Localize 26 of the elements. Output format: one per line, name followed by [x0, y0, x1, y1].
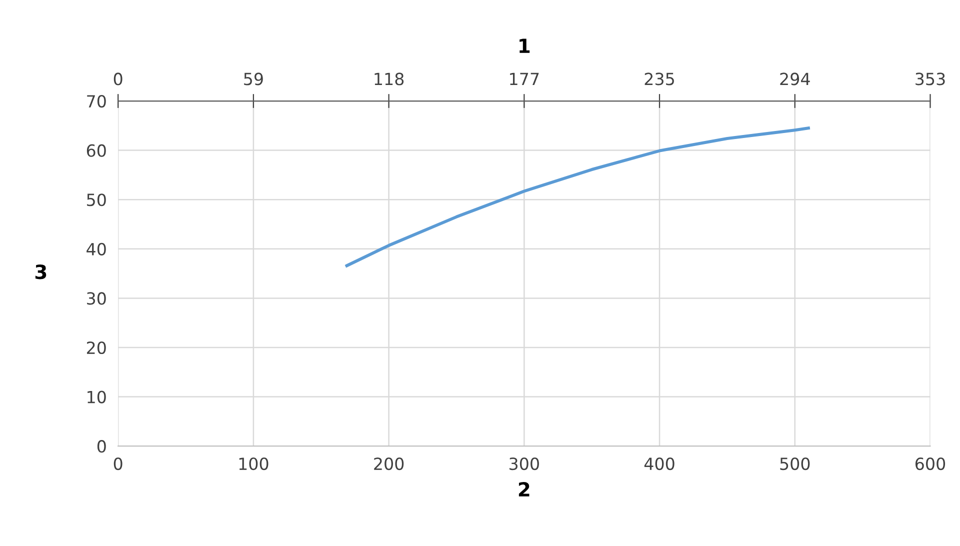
x2-tick-label: 177 — [510, 72, 539, 86]
x2-tick-label: 353 — [916, 72, 945, 86]
line-series — [345, 126, 810, 268]
x2-tick-label: 59 — [244, 72, 263, 86]
x-tick-label: 500 — [780, 457, 810, 470]
x-axis-title: 2 — [518, 482, 530, 496]
y-tick-label: 10 — [88, 390, 106, 404]
x2-axis-title: 1 — [520, 38, 530, 53]
x-tick-label: 200 — [374, 457, 404, 470]
x2-tick-label: 294 — [780, 72, 810, 86]
x-tick-label: 300 — [510, 457, 539, 470]
x-tick-label: 600 — [916, 457, 946, 470]
y-tick-label: 20 — [86, 341, 106, 354]
x-tick-label: 400 — [644, 457, 674, 470]
x2-tick-label: 0 — [114, 72, 122, 86]
y-tick-label: 70 — [87, 94, 106, 108]
y-tick-label: 30 — [87, 292, 106, 305]
y-tick-label: 0 — [97, 440, 106, 453]
x2-tick-label: 118 — [374, 72, 404, 86]
y-tick-label: 40 — [86, 242, 106, 256]
y-tick-label: 60 — [86, 144, 106, 157]
x-tick-label: 100 — [239, 457, 268, 470]
y-axis-title: 3 — [35, 264, 46, 280]
x-tick-label: 0 — [114, 457, 122, 470]
x2-tick-label: 235 — [644, 72, 674, 86]
y-tick-label: 50 — [87, 194, 106, 206]
